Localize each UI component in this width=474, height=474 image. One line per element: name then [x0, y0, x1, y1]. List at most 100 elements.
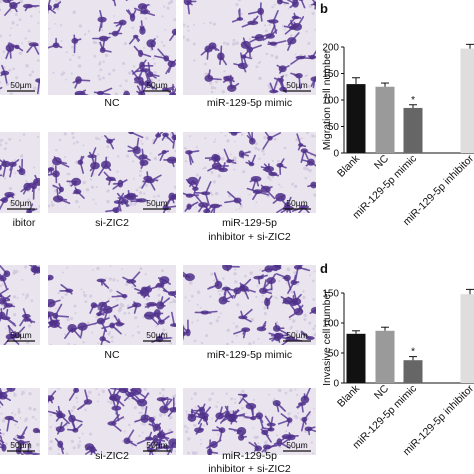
- pore: [143, 388, 147, 391]
- pore: [67, 342, 70, 345]
- pore: [157, 293, 161, 297]
- pore: [11, 21, 15, 25]
- pore: [200, 341, 203, 344]
- pore: [128, 71, 132, 75]
- pore: [14, 172, 17, 175]
- pore: [102, 60, 105, 63]
- pore: [271, 5, 274, 9]
- pore: [214, 138, 217, 141]
- pore: [98, 138, 101, 141]
- cell-process: [175, 194, 176, 199]
- pore: [49, 425, 52, 429]
- pore: [107, 332, 111, 336]
- pore: [30, 14, 33, 18]
- cell: [230, 132, 238, 136]
- pore: [76, 401, 79, 403]
- pore: [145, 446, 148, 449]
- cell: [269, 89, 278, 94]
- cell: [129, 13, 136, 22]
- cell: [222, 265, 232, 271]
- pore: [37, 135, 40, 139]
- pore: [149, 4, 151, 7]
- pore: [156, 35, 159, 38]
- cell: [140, 414, 149, 423]
- pore: [187, 29, 190, 32]
- cell: [157, 431, 166, 440]
- pore: [161, 388, 165, 392]
- pore: [267, 393, 270, 396]
- pore: [166, 6, 170, 10]
- pore: [157, 194, 160, 198]
- cell: [185, 150, 193, 155]
- pore: [209, 81, 213, 85]
- pore: [12, 295, 17, 299]
- pore: [5, 142, 8, 145]
- pore: [8, 34, 12, 37]
- cell: [227, 84, 237, 92]
- cell: [286, 417, 293, 423]
- pore: [18, 18, 22, 22]
- pore: [286, 267, 291, 272]
- pore: [77, 64, 82, 68]
- cell: [0, 297, 7, 305]
- pore: [230, 397, 234, 401]
- pore: [169, 301, 172, 304]
- pore: [204, 72, 208, 76]
- cell: [221, 286, 231, 291]
- pore: [265, 52, 269, 56]
- pore: [184, 296, 187, 299]
- pore: [0, 81, 2, 84]
- pore: [98, 77, 102, 81]
- cell: [105, 176, 116, 182]
- pore: [138, 186, 141, 189]
- pore: [138, 411, 141, 415]
- cell: [96, 278, 107, 283]
- pore: [213, 86, 217, 90]
- category-label: NC: [372, 382, 392, 402]
- cell: [77, 159, 84, 165]
- cell: [187, 176, 199, 185]
- cell: [290, 279, 298, 286]
- pore: [252, 341, 256, 344]
- pore: [153, 195, 156, 198]
- cell: [226, 159, 233, 164]
- cell: [240, 40, 251, 49]
- pore: [299, 137, 302, 141]
- pore: [78, 205, 81, 208]
- pore: [19, 416, 22, 419]
- pore: [275, 56, 279, 60]
- pore: [245, 412, 247, 415]
- pore: [202, 167, 205, 170]
- pore: [195, 173, 199, 177]
- pore: [21, 278, 24, 281]
- pore: [70, 45, 74, 49]
- bar: [375, 86, 395, 153]
- pore: [78, 440, 82, 443]
- pore: [233, 156, 237, 160]
- pore: [162, 395, 165, 398]
- pore: [163, 5, 166, 8]
- pore: [263, 135, 267, 140]
- cell: [136, 198, 147, 203]
- pore: [141, 406, 145, 410]
- pore: [97, 400, 100, 403]
- pore: [65, 51, 68, 54]
- pore: [196, 319, 199, 322]
- pore: [217, 174, 221, 178]
- cell: [138, 90, 146, 95]
- pore: [12, 441, 16, 446]
- cell: [125, 192, 137, 201]
- pore: [20, 154, 24, 158]
- pore: [73, 343, 77, 345]
- pore: [80, 288, 83, 291]
- pore: [257, 62, 260, 65]
- pore: [49, 413, 53, 417]
- cell: [90, 161, 100, 170]
- pore: [303, 166, 307, 170]
- pore: [169, 0, 174, 4]
- scale-bar-label: 50µm: [286, 440, 307, 450]
- pore: [295, 138, 299, 142]
- cell: [301, 416, 308, 423]
- pore: [99, 68, 103, 72]
- pore: [109, 401, 113, 405]
